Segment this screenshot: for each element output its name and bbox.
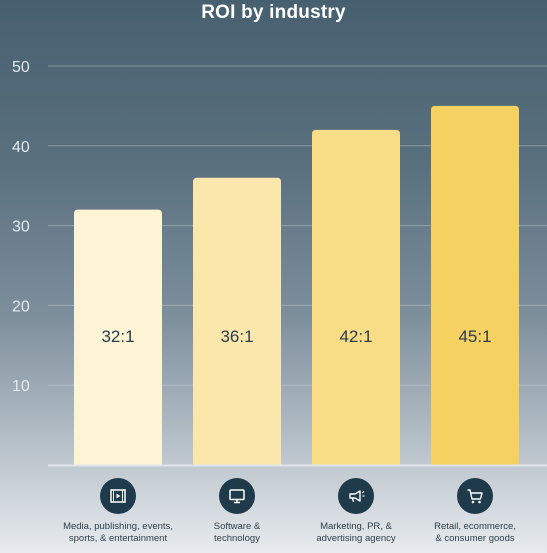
- category-software: Software & technology: [177, 478, 297, 545]
- bar-value-label: 45:1: [458, 327, 491, 346]
- y-tick-label: 20: [12, 298, 30, 315]
- shopping-cart-icon: [457, 478, 493, 514]
- bar: [193, 177, 281, 465]
- category-label: Retail, ecommerce, & consumer goods: [434, 521, 516, 544]
- category-retail: Retail, ecommerce, & consumer goods: [415, 478, 535, 545]
- category-media: Media, publishing, events, sports, & ent…: [58, 478, 178, 545]
- monitor-icon: [219, 478, 255, 514]
- bar: [74, 209, 162, 465]
- y-tick-label: 30: [12, 219, 30, 236]
- bar-value-label: 42:1: [339, 327, 372, 346]
- category-label: Software & technology: [213, 521, 261, 544]
- category-marketing: Marketing, PR, & advertising agency: [296, 478, 416, 545]
- chart-title: ROI by industry: [201, 2, 346, 23]
- category-label: Marketing, PR, & advertising agency: [316, 521, 396, 544]
- video-icon: [100, 478, 136, 514]
- bar-value-label: 36:1: [220, 327, 253, 346]
- bar-value-label: 32:1: [101, 327, 134, 346]
- megaphone-icon: [338, 478, 374, 514]
- y-tick-label: 10: [12, 378, 30, 395]
- bar: [312, 129, 400, 465]
- bar: [431, 105, 519, 466]
- y-tick-label: 40: [12, 139, 30, 156]
- category-label: Media, publishing, events, sports, & ent…: [63, 521, 173, 544]
- y-tick-label: 50: [12, 59, 30, 76]
